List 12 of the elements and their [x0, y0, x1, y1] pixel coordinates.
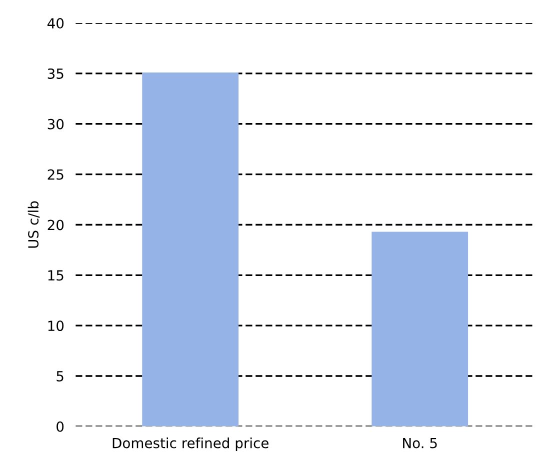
y-tick-label: 35 — [48, 68, 64, 79]
y-tick-label: 40 — [47, 18, 64, 29]
y-tick-label: 25 — [48, 169, 64, 180]
y-tick-label: 0 — [56, 421, 64, 432]
x-tick-label: Domestic refined price — [112, 438, 268, 451]
y-tick-label: 30 — [48, 118, 64, 130]
y-tick-label: 10 — [48, 320, 64, 332]
y-axis-title: US c/lb — [28, 201, 40, 248]
y-tick-label: 15 — [48, 270, 64, 281]
x-tick-label: No. 5 — [403, 438, 437, 448]
y-tick-label: 5 — [56, 371, 64, 382]
y-tick-label: 20 — [48, 220, 64, 230]
